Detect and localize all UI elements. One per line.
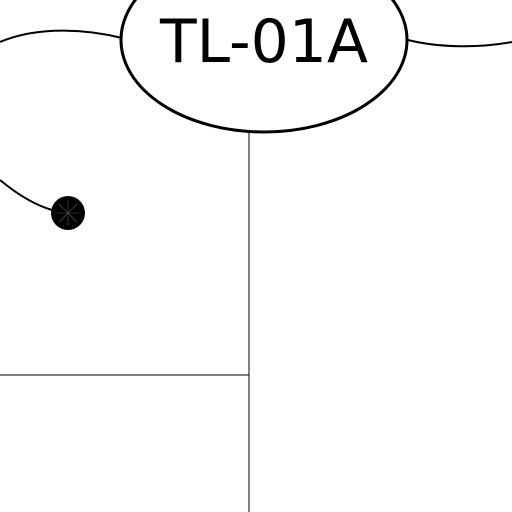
tag-label: TL-01A: [159, 7, 368, 77]
